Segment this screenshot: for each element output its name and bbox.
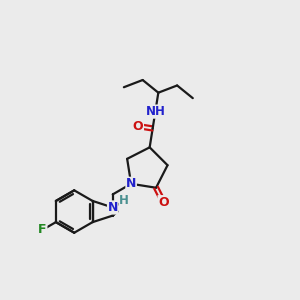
Text: O: O — [133, 120, 143, 133]
Text: N: N — [126, 177, 136, 190]
Text: N: N — [108, 201, 118, 214]
Text: F: F — [38, 223, 47, 236]
Text: O: O — [158, 196, 169, 209]
Text: NH: NH — [146, 105, 165, 118]
Text: H: H — [119, 194, 129, 208]
